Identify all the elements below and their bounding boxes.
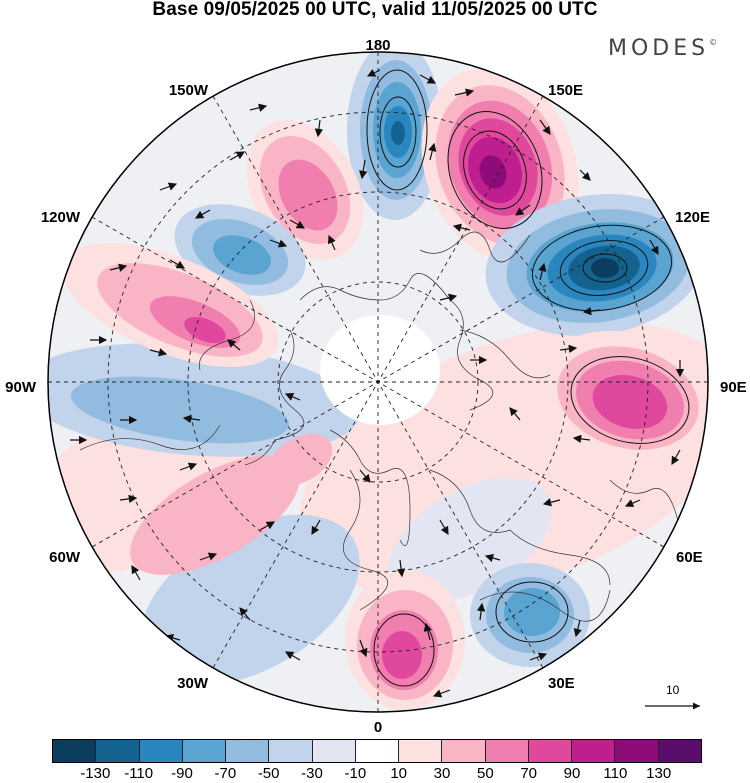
lon-label-180: 180 bbox=[365, 37, 390, 54]
colorbar-ticks: -130 -110 -90 -70 -50 -30 -10 10 30 50 70 90 110 130 bbox=[52, 765, 702, 783]
pole-region bbox=[320, 315, 440, 425]
colorbar-swatch bbox=[182, 740, 227, 762]
colorbar-tick-label: 70 bbox=[520, 765, 537, 782]
polar-stereographic-map: 180 150E 120E 90E 60E 30E 0 30W 60W 90W … bbox=[5, 37, 747, 735]
anomaly-center bbox=[391, 121, 405, 145]
colorbar-swatch bbox=[96, 740, 140, 762]
colorbar-tick-label: -50 bbox=[257, 765, 280, 782]
colorbar bbox=[52, 739, 702, 763]
colorbar-tick-label: 110 bbox=[603, 765, 628, 782]
anomaly-center bbox=[479, 155, 507, 189]
colorbar-tick-label: -130 bbox=[80, 765, 111, 782]
lon-label-0: 0 bbox=[374, 719, 382, 735]
modes-logo: MODES© bbox=[608, 36, 717, 61]
colorbar-tick-label: 30 bbox=[433, 765, 451, 782]
map-title: Base 09/05/2025 00 UTC, valid 11/05/2025… bbox=[152, 0, 598, 20]
colorbar-tick-label: 130 bbox=[646, 765, 672, 782]
colorbar-swatch bbox=[269, 740, 313, 762]
anomaly-center bbox=[213, 235, 271, 275]
anomaly-center bbox=[382, 631, 422, 679]
colorbar-swatch bbox=[53, 740, 97, 762]
colorbar-swatch bbox=[312, 740, 356, 762]
anomaly-contour bbox=[130, 455, 300, 575]
copyright-mark: © bbox=[709, 38, 718, 47]
reference-vector-label: 10 bbox=[666, 683, 680, 697]
colorbar-swatch bbox=[658, 740, 701, 762]
colorbar-tick-label: -70 bbox=[214, 765, 237, 782]
colorbar-tick-label: -30 bbox=[301, 765, 323, 782]
lon-label-90e: 90E bbox=[720, 379, 747, 396]
colorbar-swatch bbox=[615, 740, 659, 762]
colorbar-swatch bbox=[442, 740, 486, 762]
lon-label-120w: 120W bbox=[41, 209, 81, 226]
colorbar-tick-label: 90 bbox=[563, 765, 581, 782]
colorbar-swatch bbox=[485, 740, 529, 762]
anomaly-center bbox=[184, 316, 226, 344]
lon-label-30w: 30W bbox=[177, 675, 209, 692]
colorbar-swatch bbox=[355, 740, 400, 762]
colorbar-swatch bbox=[139, 740, 183, 762]
lon-label-150w: 150W bbox=[169, 82, 209, 99]
anomaly-contour bbox=[70, 376, 290, 444]
lon-label-90w: 90W bbox=[5, 379, 37, 396]
colorbar-swatch bbox=[399, 740, 443, 762]
lon-label-120e: 120E bbox=[675, 209, 710, 226]
lon-label-60e: 60E bbox=[676, 549, 703, 566]
anomaly-center bbox=[591, 258, 619, 278]
anomaly-center bbox=[278, 159, 338, 231]
reference-vector-arrow bbox=[645, 702, 700, 710]
graticule bbox=[48, 52, 708, 712]
lon-label-30e: 30E bbox=[548, 675, 575, 692]
colorbar-tick-label: 10 bbox=[390, 765, 407, 782]
wind-vectors bbox=[70, 69, 685, 698]
brand-text: MODES bbox=[608, 36, 710, 61]
anomaly-contour bbox=[267, 434, 333, 486]
colorbar-tick-label: -110 bbox=[124, 765, 154, 782]
colorbar-swatch bbox=[528, 740, 573, 762]
contour-lines bbox=[366, 69, 690, 687]
anomaly-center bbox=[592, 375, 668, 429]
colorbar-swatch bbox=[226, 740, 270, 762]
lon-label-150e: 150E bbox=[548, 82, 583, 99]
colorbar-tick-label: -10 bbox=[344, 765, 367, 782]
lon-label-60w: 60W bbox=[49, 549, 81, 566]
colorbar-tick-label: -90 bbox=[171, 765, 193, 782]
coastlines bbox=[79, 231, 683, 622]
colorbar-swatch bbox=[572, 740, 616, 762]
colorbar-tick-label: 50 bbox=[476, 765, 494, 782]
map-boundary bbox=[47, 51, 709, 713]
